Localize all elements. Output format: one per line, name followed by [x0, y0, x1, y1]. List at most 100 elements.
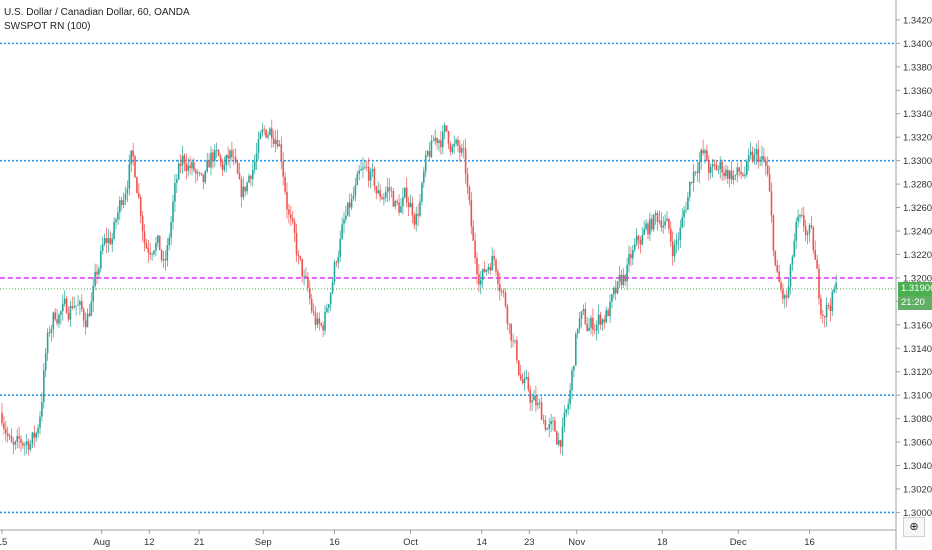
- candle-body: [711, 164, 714, 168]
- candle-body: [352, 195, 355, 199]
- candle-body: [497, 271, 499, 284]
- candle-body: [204, 171, 207, 182]
- candle-body: [347, 202, 349, 216]
- candle-body: [559, 440, 562, 447]
- candle-body: [765, 160, 767, 166]
- candle-body: [326, 307, 328, 313]
- candle-body: [310, 299, 313, 312]
- candle-body: [75, 305, 77, 307]
- candle-body: [474, 240, 476, 259]
- candle-body: [603, 319, 606, 323]
- price-tick-label: 1.33800: [903, 62, 932, 73]
- candle-body: [451, 146, 454, 152]
- candle-body: [407, 202, 410, 208]
- candle-body: [261, 129, 264, 133]
- candle-body: [250, 175, 252, 180]
- candle-body: [369, 170, 372, 181]
- candle-body: [470, 200, 473, 227]
- candle-body: [774, 250, 777, 266]
- candle-body: [364, 166, 366, 168]
- candle-body: [65, 298, 68, 314]
- settings-icon[interactable]: ⊕: [903, 517, 925, 537]
- candle-body: [339, 238, 341, 257]
- price-tick-label: 1.31600: [903, 320, 932, 331]
- candle-body: [746, 161, 748, 175]
- candle-body: [145, 243, 148, 249]
- candle-body: [483, 268, 486, 272]
- candle-body: [263, 129, 265, 131]
- candle-body: [801, 215, 803, 216]
- candle-body: [576, 328, 579, 334]
- candle-body: [29, 444, 32, 450]
- price-tick-label: 1.30400: [903, 461, 932, 472]
- candle-body: [52, 312, 55, 329]
- candle-body: [348, 202, 351, 208]
- candle-body: [328, 304, 330, 308]
- last-price-tag: 1.31906: [898, 281, 932, 296]
- time-axis: 15 Aug 12 21 Sep 16 Oct 14 23 Nov 18 Dec 16: [0, 530, 815, 548]
- candlestick-series: [1, 119, 837, 456]
- candle-body: [100, 250, 102, 269]
- candle-body: [196, 172, 199, 174]
- candle-body: [394, 201, 397, 207]
- candle-body: [609, 301, 611, 317]
- candle-body: [597, 314, 600, 325]
- candle-body: [540, 402, 543, 420]
- candle-body: [599, 314, 602, 325]
- candle-body: [643, 229, 645, 235]
- candle-body: [176, 179, 178, 183]
- candle-body: [651, 218, 653, 230]
- candle-body: [293, 221, 296, 233]
- candle-body: [267, 135, 269, 138]
- candle-body: [388, 187, 391, 191]
- candle-body: [417, 213, 419, 216]
- candle-body: [430, 140, 433, 157]
- candle-body: [320, 323, 322, 326]
- candle-body: [757, 149, 759, 162]
- price-tick-label: 1.30600: [903, 438, 932, 449]
- candle-body: [291, 218, 294, 222]
- candle-body: [521, 379, 524, 384]
- candle-body: [333, 262, 336, 282]
- candle-body: [343, 219, 345, 225]
- candle-body: [187, 165, 189, 171]
- candle-body: [33, 432, 36, 438]
- candle-body: [138, 193, 140, 198]
- candle-body: [795, 221, 797, 241]
- candle-body: [664, 221, 666, 226]
- candle-body: [81, 301, 83, 310]
- candle-body: [744, 174, 746, 176]
- candle-body: [814, 250, 816, 260]
- candle-body: [436, 137, 438, 143]
- candle-body: [136, 177, 138, 194]
- candle-body: [666, 218, 668, 222]
- candle-body: [27, 441, 30, 450]
- candle-body: [421, 182, 423, 202]
- candle-body: [829, 305, 832, 311]
- candle-body: [8, 435, 11, 437]
- candle-body: [385, 192, 387, 198]
- candle-body: [780, 281, 782, 290]
- candle-body: [60, 311, 62, 315]
- candle-body: [174, 182, 176, 202]
- candle-body: [548, 424, 550, 429]
- candle-body: [556, 431, 558, 445]
- candle-body: [217, 150, 220, 156]
- candle-body: [571, 370, 573, 391]
- candle-body: [611, 294, 613, 302]
- candle-body: [3, 423, 5, 429]
- candle-body: [702, 150, 704, 154]
- candle-body: [567, 404, 569, 410]
- candle-body: [35, 432, 37, 438]
- time-tick-label: Dec: [730, 537, 747, 548]
- candle-body: [25, 441, 28, 445]
- candle-body: [476, 258, 478, 275]
- candle-body: [94, 271, 96, 287]
- candle-body: [312, 311, 315, 313]
- candle-body: [761, 156, 763, 160]
- time-tick-label: Sep: [255, 537, 272, 548]
- candle-body: [715, 164, 718, 171]
- candle-body: [506, 305, 509, 324]
- candle-body: [358, 170, 360, 174]
